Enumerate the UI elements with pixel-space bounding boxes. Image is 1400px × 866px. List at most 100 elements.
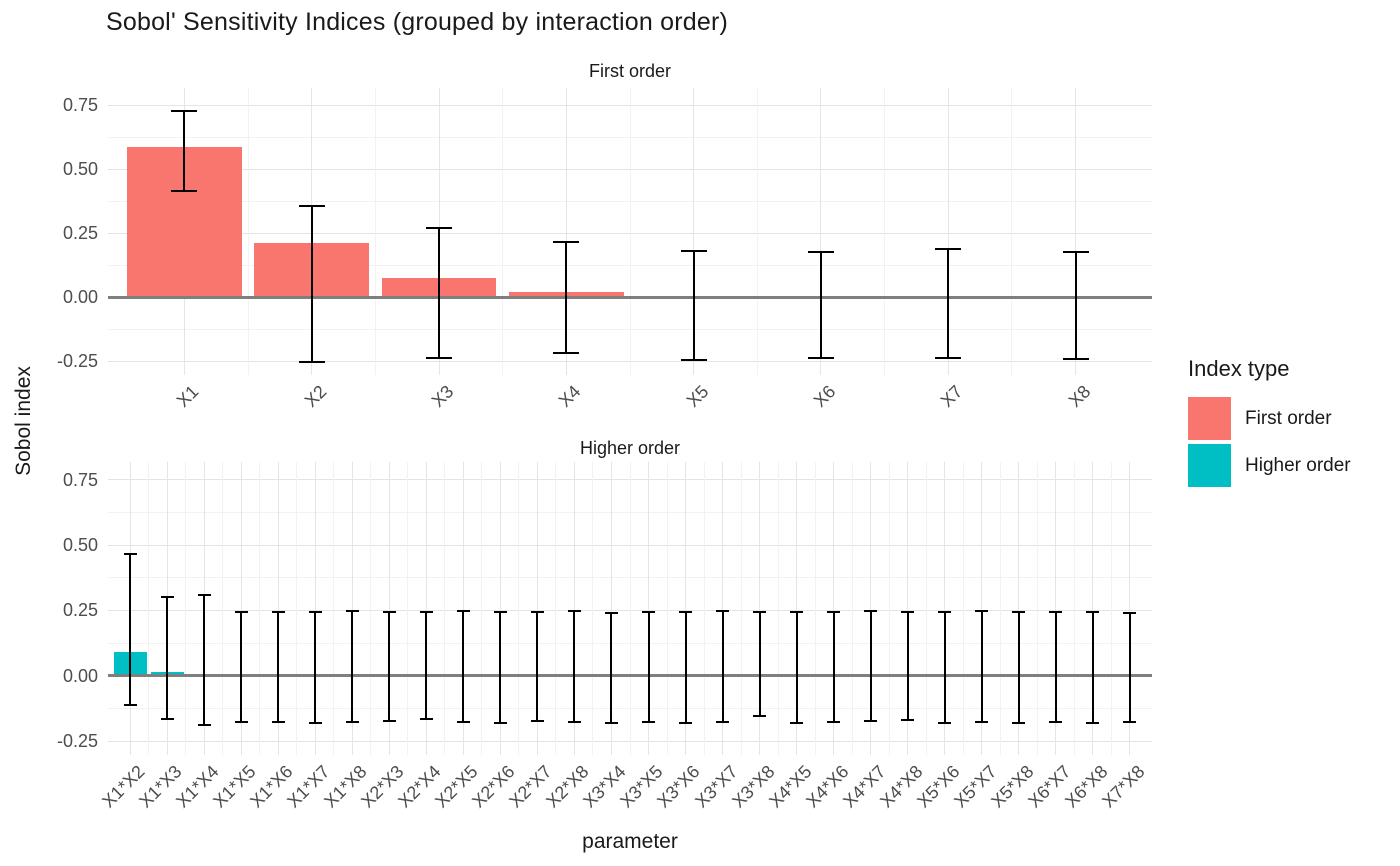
error-cap-bottom [716,720,730,723]
gridline-minor-v [185,462,187,755]
y-tick-label: 0.00 [62,665,98,686]
gridline-major-v [610,462,612,755]
error-cap-top [975,610,989,613]
x-tick-label-X3*X7: X3*X7 [690,761,741,812]
error-cap-top [234,611,248,614]
error-bar-X3 [438,228,441,358]
error-bar-X5*X7 [980,611,983,722]
legend-swatch-higher-order-icon [1188,444,1231,487]
gridline-minor-v [999,462,1001,755]
error-bar-X6*X8 [1091,612,1094,723]
error-cap-top [308,611,322,614]
error-cap-bottom [298,361,325,364]
x-tick-label-X3*X6: X3*X6 [653,761,704,812]
x-tick-label-X7: X7 [936,381,967,412]
error-cap-top [679,611,693,614]
error-cap-bottom [308,722,322,725]
gridline-major-v [722,462,724,755]
error-bar-X2*X4 [425,612,428,719]
error-cap-top [753,610,767,613]
error-cap-bottom [1062,358,1089,361]
y-axis-title: Sobol index [12,366,35,476]
gridline-major-v [240,462,242,755]
error-bar-X3*X5 [647,611,650,722]
gridline-major-v [1075,88,1077,375]
error-cap-bottom [123,703,137,706]
legend: Index type First order Higher order [1188,356,1351,491]
error-cap-bottom [753,714,767,717]
gridline-minor-v [1073,462,1075,755]
error-bar-X2*X6 [499,612,502,723]
gridline-major-v [759,462,761,755]
error-cap-bottom [567,721,581,724]
error-cap-bottom [864,719,878,722]
error-cap-bottom [827,720,841,723]
gridline-minor-v [502,88,504,375]
error-bar-X2*X5 [462,611,465,722]
error-cap-top [716,610,730,613]
error-bar-X1*X5 [240,612,243,723]
error-cap-top [553,240,580,243]
error-bar-X5*X8 [1017,611,1020,724]
error-bar-X8 [1074,252,1077,360]
error-cap-bottom [1012,722,1026,725]
error-cap-bottom [679,721,693,724]
gridline-major-v [907,462,909,755]
error-cap-top [807,251,834,254]
error-bar-X3*X6 [684,612,687,723]
gridline-minor-v [777,462,779,755]
gridline-major-v [536,462,538,755]
error-cap-top [1062,251,1089,254]
error-bar-X6 [819,252,822,359]
gridline-minor-v [1011,88,1013,375]
gridline-minor-v [1036,462,1038,755]
error-cap-top [938,611,952,614]
gridline-major-v [1092,462,1094,755]
error-bar-X2*X8 [573,610,576,723]
error-cap-top [1012,610,1026,613]
gridline-minor-v [1110,462,1112,755]
gridline-minor-v [629,88,631,375]
gridline-major-v [1129,462,1131,755]
error-cap-top [493,611,507,614]
error-cap-bottom [901,718,915,721]
error-cap-top [197,593,211,596]
error-cap-bottom [935,356,962,359]
error-cap-bottom [234,721,248,724]
error-bar-X2*X7 [536,611,539,722]
gridline-major-v [947,88,949,375]
zero-line [108,674,1152,678]
error-bar-X4*X6 [832,612,835,722]
gridline-minor-v [222,462,224,755]
error-bar-X1*X2 [129,554,132,705]
error-bar-X4*X5 [795,611,798,723]
x-tick-label-X4: X4 [555,381,585,412]
y-tick-label: 0.75 [62,95,98,116]
error-bar-X1*X4 [203,594,206,725]
error-bar-X4*X8 [906,611,909,720]
error-cap-bottom [1049,721,1063,724]
error-cap-bottom [642,720,655,723]
legend-label-first-order: First order [1245,407,1332,429]
error-cap-top [935,248,962,251]
gridline-minor-v [555,462,557,755]
error-cap-top [419,611,433,614]
error-bar-X5 [692,250,695,360]
error-bar-X1*X7 [314,612,317,724]
error-cap-top [345,609,359,612]
gridline-minor-v [814,462,816,755]
gridline-minor-v [444,462,446,755]
error-cap-top [864,609,878,612]
gridline-major-v [314,462,316,755]
x-tick-label-X5: X5 [682,381,713,412]
gridline-minor-v [407,462,409,755]
error-cap-bottom [938,721,952,724]
error-bar-X5*X6 [943,612,946,723]
error-cap-top [171,109,198,112]
panel-higher-order [108,462,1152,755]
error-cap-top [271,610,285,613]
error-cap-bottom [197,723,211,726]
error-bar-X1*X6 [277,611,280,722]
error-bar-X1*X8 [351,610,354,723]
